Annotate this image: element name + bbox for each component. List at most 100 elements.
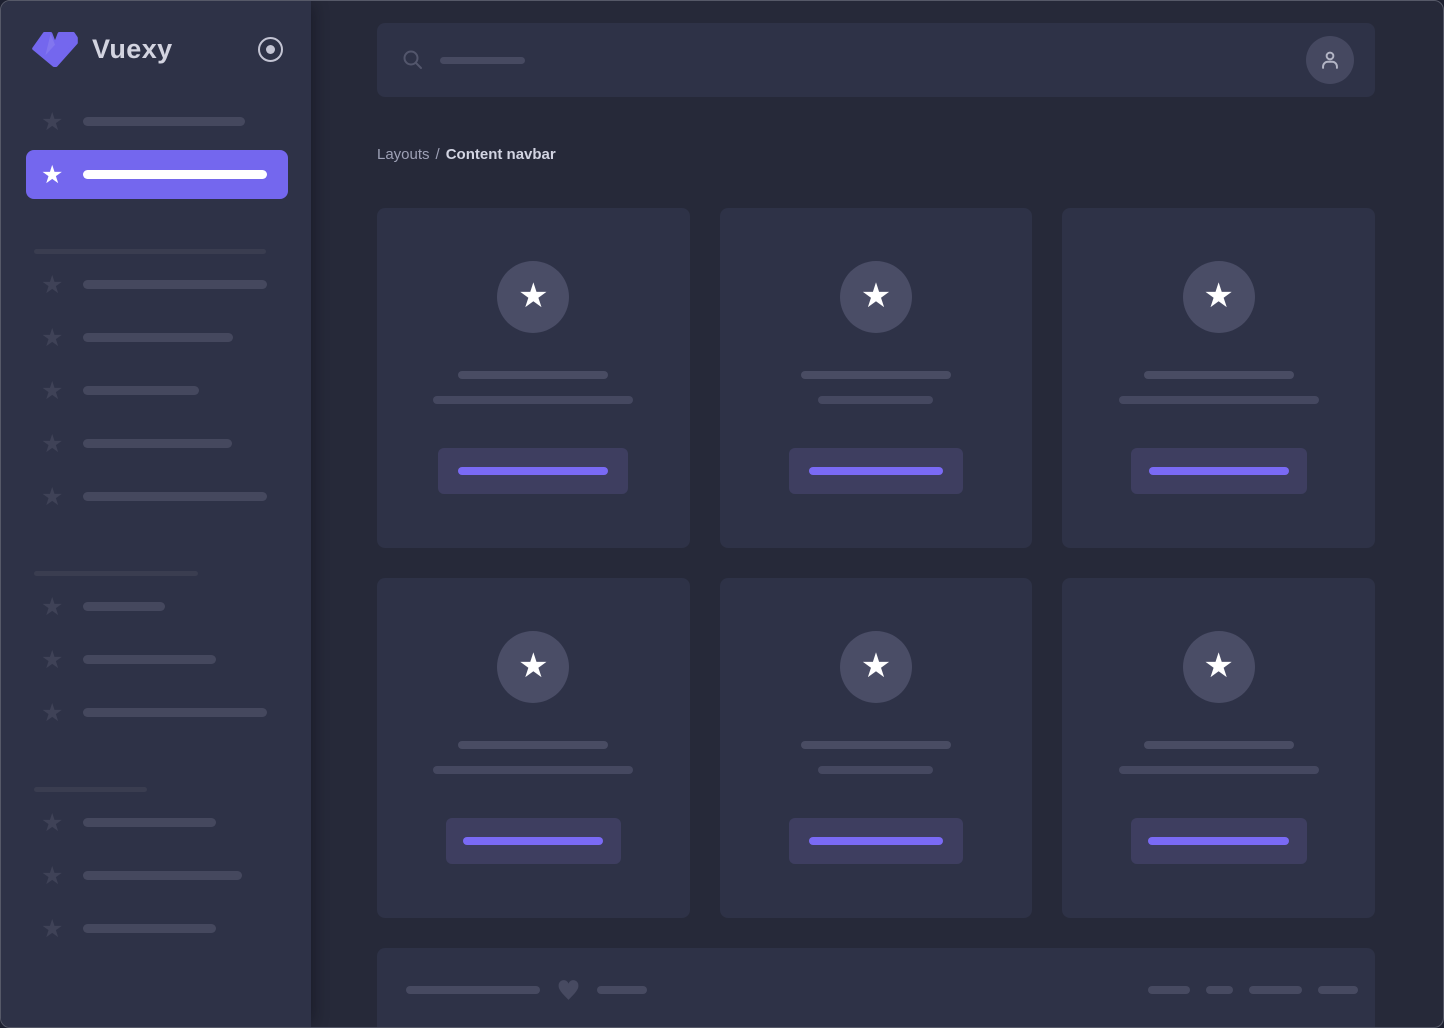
footer-link-placeholder-bar[interactable] (1206, 986, 1233, 994)
menu-item-placeholder-bar (83, 170, 267, 179)
card-avatar-circle: ★ (1182, 631, 1255, 703)
cards-grid: ★ ★ ★ ★ ★ (377, 208, 1375, 918)
star-icon: ★ (1203, 276, 1234, 316)
card-title-placeholder-bar (800, 741, 951, 749)
menu-item-placeholder-bar (83, 117, 245, 126)
sidebar-menu-item[interactable]: ★ (26, 313, 288, 362)
card-subtitle-placeholder-bar (818, 396, 934, 404)
star-icon: ★ (518, 276, 549, 316)
star-icon: ★ (41, 270, 64, 299)
placeholder-card: ★ (377, 208, 690, 548)
menu-item-placeholder-bar (83, 602, 165, 611)
card-avatar-circle: ★ (1182, 261, 1255, 333)
footer-links (1148, 986, 1358, 994)
star-icon: ★ (41, 376, 64, 405)
card-title-placeholder-bar (1143, 371, 1294, 379)
sidebar-menu-item[interactable]: ★ (26, 472, 288, 521)
card-subtitle-placeholder-bar (818, 766, 934, 774)
placeholder-card: ★ (719, 208, 1033, 548)
sidebar-menu-item[interactable]: ★ (26, 419, 288, 468)
button-label-placeholder-bar (1148, 467, 1289, 475)
search-placeholder-bar (440, 56, 525, 64)
sidebar-menu-item[interactable]: ★ (26, 851, 288, 900)
sidebar-menu-item[interactable]: ★ (26, 366, 288, 415)
menu-item-placeholder-bar (83, 386, 199, 395)
brand[interactable]: Vuexy (31, 30, 173, 69)
star-icon: ★ (518, 646, 549, 686)
footer-copyright-placeholder-bar (406, 986, 540, 994)
card-subtitle-placeholder-bar (433, 766, 634, 774)
star-icon: ★ (41, 914, 64, 943)
footer (377, 948, 1375, 1027)
menu-item-placeholder-bar (83, 655, 216, 664)
breadcrumb-parent[interactable]: Layouts (377, 146, 430, 163)
star-icon: ★ (860, 646, 892, 686)
card-subtitle-placeholder-bar (433, 396, 634, 404)
breadcrumb-current: Content navbar (445, 146, 556, 163)
placeholder-card: ★ (1062, 578, 1375, 918)
brand-name: Vuexy (92, 33, 173, 64)
search-icon[interactable] (401, 48, 425, 72)
menu-item-placeholder-bar (83, 492, 267, 501)
menu-item-placeholder-bar (83, 818, 216, 827)
heart-icon (556, 978, 581, 1003)
nav-pin-toggle-icon[interactable] (258, 36, 283, 62)
button-label-placeholder-bar (1148, 837, 1290, 845)
card-avatar-circle: ★ (497, 261, 570, 333)
menu-item-placeholder-bar (83, 871, 242, 880)
sidebar-menu-item[interactable]: ★ (26, 798, 288, 847)
card-avatar-circle: ★ (839, 631, 912, 703)
sidebar-menu-item[interactable]: ★ (26, 97, 288, 146)
breadcrumb-separator: / (435, 146, 440, 163)
footer-link-placeholder-bar[interactable] (1318, 986, 1358, 994)
button-label-placeholder-bar (808, 467, 943, 475)
menu-item-placeholder-bar (83, 333, 233, 342)
card-action-button[interactable] (1130, 448, 1307, 494)
star-icon: ★ (41, 160, 64, 189)
card-title-placeholder-bar (458, 371, 609, 379)
sidebar-menu-item[interactable]: ★ (26, 635, 288, 684)
sidebar-menu-item[interactable]: ★ (26, 260, 288, 309)
card-action-button[interactable] (1130, 818, 1307, 864)
menu-item-placeholder-bar (83, 280, 267, 289)
button-label-placeholder-bar (463, 837, 604, 845)
footer-link-placeholder-bar[interactable] (1148, 986, 1190, 994)
star-icon: ★ (41, 482, 64, 511)
star-icon: ★ (41, 645, 64, 674)
sidebar-menu: ★ ★ ★ ★ ★ ★ ★ ★ ★ ★ ★ ★ ★ (1, 97, 311, 953)
footer-link-placeholder-bar[interactable] (1249, 986, 1302, 994)
card-title-placeholder-bar (458, 741, 609, 749)
sidebar-section-header-bar (34, 249, 266, 254)
menu-item-placeholder-bar (83, 708, 267, 717)
star-icon: ★ (41, 808, 64, 837)
sidebar-section-header-bar (34, 571, 198, 576)
menu-item-placeholder-bar (83, 439, 232, 448)
vuexy-logo-icon (32, 31, 78, 67)
sidebar-header: Vuexy (1, 1, 311, 97)
pin-dot (266, 44, 275, 54)
sidebar: Vuexy ★ ★ ★ ★ ★ ★ ★ ★ ★ ★ ★ (1, 1, 311, 1027)
footer-credit-placeholder-bar (597, 986, 647, 994)
breadcrumb: Layouts / Content navbar (377, 146, 1375, 164)
card-title-placeholder-bar (800, 371, 951, 379)
star-icon: ★ (860, 276, 892, 316)
star-icon: ★ (41, 429, 64, 458)
sidebar-menu-item[interactable]: ★ (26, 150, 288, 199)
button-label-placeholder-bar (458, 467, 609, 475)
top-navbar (377, 23, 1375, 97)
sidebar-menu-item[interactable]: ★ (26, 688, 288, 737)
star-icon: ★ (41, 592, 64, 621)
user-avatar[interactable] (1306, 36, 1354, 84)
button-label-placeholder-bar (808, 837, 943, 845)
card-subtitle-placeholder-bar (1118, 396, 1319, 404)
card-action-button[interactable] (788, 818, 963, 864)
star-icon: ★ (1203, 646, 1234, 686)
sidebar-menu-item[interactable]: ★ (26, 904, 288, 953)
card-action-button[interactable] (438, 448, 629, 494)
sidebar-menu-item[interactable]: ★ (26, 582, 288, 631)
card-action-button[interactable] (788, 448, 963, 494)
card-action-button[interactable] (445, 818, 621, 864)
placeholder-card: ★ (1062, 208, 1375, 548)
card-title-placeholder-bar (1143, 741, 1294, 749)
